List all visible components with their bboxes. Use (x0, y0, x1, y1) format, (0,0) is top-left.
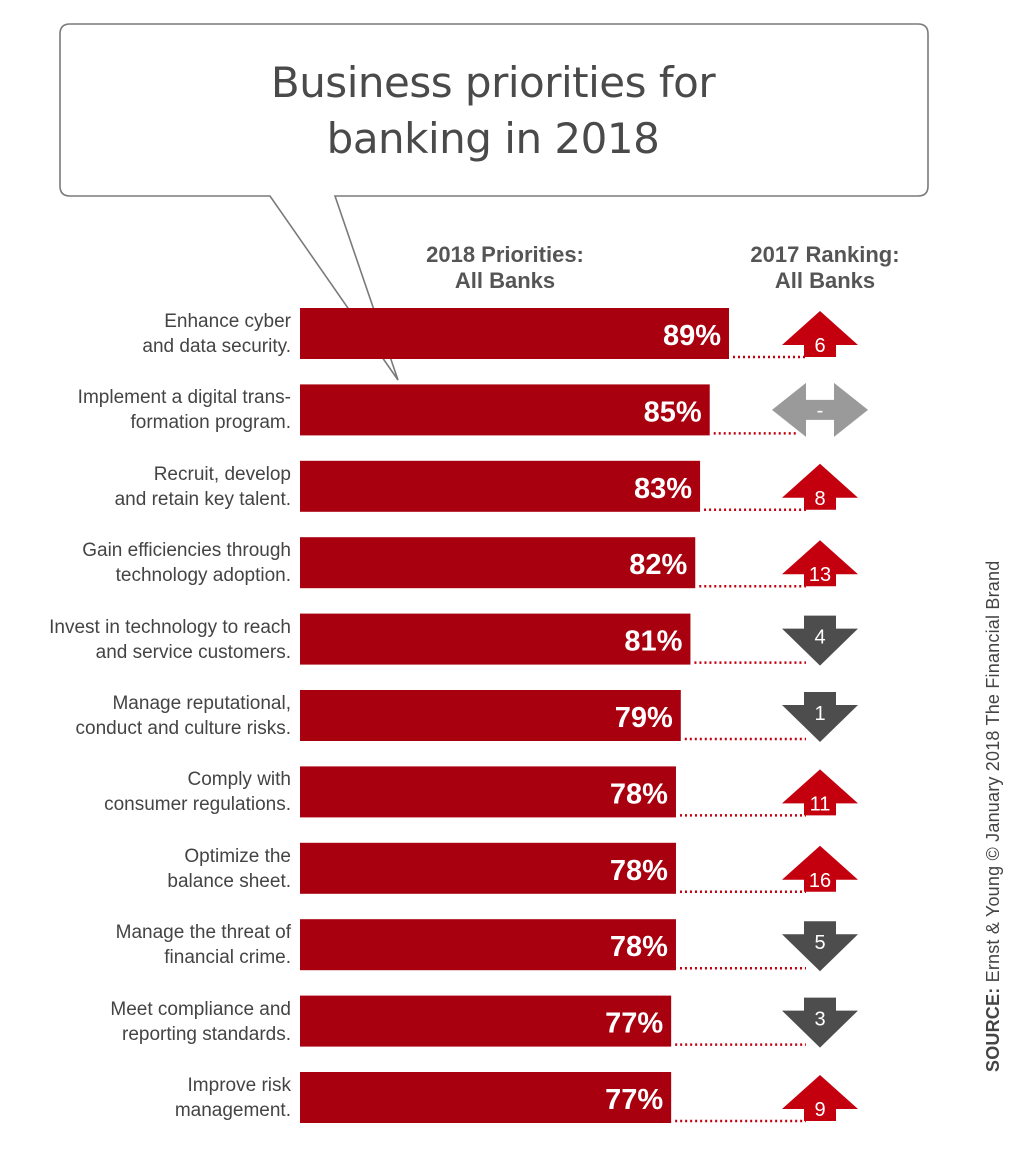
bar-value-label-2: 85% (644, 396, 702, 428)
source-label: SOURCE: (983, 987, 1003, 1072)
rank-2017-label-10: 3 (814, 1009, 825, 1031)
arrow-up-icon-3 (782, 463, 858, 510)
header-2018-line-1: 2018 Priorities: (426, 242, 584, 267)
title-line-1: Business priorities for (270, 58, 716, 107)
category-label-line-1: Manage the threat of (115, 922, 291, 944)
category-label-line-2: financial crime. (164, 947, 291, 969)
arrow-up-icon-7 (782, 769, 858, 816)
header-2018-line-2: All Banks (454, 268, 556, 293)
category-label-line-1: Optimize the (184, 845, 291, 867)
title-line-2: banking in 2018 (326, 114, 660, 163)
category-label-line-2: management. (174, 1100, 291, 1121)
category-label-line-2: conduct and culture risks. (75, 718, 291, 739)
arrow-up-icon-11 (782, 1075, 858, 1121)
category-label-5: Invest in technology to reach and service… (0, 615, 291, 665)
bars-layer: 89% 85% 83% 82% 81% 79% 78% 78% 78% 77% 77% (300, 308, 729, 1123)
bar-8 (300, 842, 676, 894)
category-label-6: Manage reputational, conduct and culture … (0, 691, 291, 741)
speech-bubble (59, 23, 929, 381)
header-2018-priorities: 2018 Priorities: All Banks (395, 242, 615, 294)
arrow-up-icon-1 (782, 311, 858, 357)
bar-value-label-6: 79% (615, 702, 673, 734)
arrow-down-icon-9 (782, 921, 858, 972)
chart-title: Business priorities for banking in 2018 (58, 26, 928, 196)
rank-2017-label-6: 1 (814, 703, 825, 725)
bar-2 (300, 384, 710, 436)
category-label-line-2: and retain key talent. (114, 488, 291, 510)
rank-2017-label-7: 11 (810, 793, 831, 815)
category-label-line-1: Enhance cyber (164, 311, 291, 332)
bar-value-label-8: 78% (610, 855, 668, 887)
category-label-line-1: Invest in technology to reach (49, 616, 291, 638)
bar-value-label-1: 89% (663, 320, 721, 352)
category-label-line-2: formation program. (130, 412, 291, 434)
bar-3 (300, 460, 701, 512)
bar-11 (300, 1072, 672, 1123)
category-label-1: Enhance cyber and data security. (0, 309, 291, 359)
arrow-both-icon-2 (772, 382, 868, 437)
source-note: SOURCE: Ernst & Young © January 2018 The… (983, 561, 1004, 1072)
bar-9 (300, 919, 676, 971)
category-label-line-1: Implement a digital trans- (77, 387, 291, 409)
category-label-line-2: technology adoption. (115, 565, 291, 587)
category-label-line-2: balance sheet. (167, 870, 291, 892)
category-label-2: Implement a digital trans-formation prog… (0, 385, 291, 435)
bar-10 (300, 995, 672, 1047)
bar-value-label-9: 78% (610, 931, 668, 963)
bar-6 (300, 690, 681, 741)
rank-2017-label-3: 8 (814, 488, 825, 510)
source-text: Ernst & Young © January 2018 The Financi… (983, 560, 1003, 988)
category-label-line-2: consumer regulations. (104, 794, 291, 816)
dots-layer (675, 355, 806, 1123)
arrow-up-icon-8 (782, 845, 858, 892)
category-label-8: Optimize the balance sheet. (0, 844, 291, 894)
bar-value-label-4: 82% (629, 549, 687, 581)
category-label-11: Improve risk management. (0, 1073, 291, 1123)
category-label-line-1: Gain efficiencies through (82, 540, 291, 562)
rank-2017-label-11: 9 (814, 1099, 825, 1121)
category-label-line-2: and service customers. (95, 641, 291, 663)
category-label-3: Recruit, develop and retain key talent. (0, 462, 291, 512)
rank-2017-label-5: 4 (814, 627, 825, 649)
category-label-line-1: Comply with (187, 769, 291, 791)
arrow-down-icon-10 (782, 997, 858, 1048)
category-label-line-1: Recruit, develop (153, 463, 291, 485)
header-2017-line-1: 2017 Ranking: (750, 242, 900, 267)
header-2017-ranking: 2017 Ranking: All Banks (720, 242, 930, 294)
category-label-line-1: Improve risk (187, 1075, 291, 1096)
header-2017-line-2: All Banks (774, 268, 876, 293)
category-label-line-1: Manage reputational, (112, 693, 291, 714)
bar-value-label-5: 81% (624, 626, 682, 658)
rank-2017-label-4: 13 (809, 564, 831, 586)
category-label-line-2: reporting standards. (122, 1023, 291, 1045)
bar-7 (300, 766, 676, 818)
bar-value-label-10: 77% (605, 1008, 663, 1040)
category-label-10: Meet compliance and reporting standards. (0, 997, 291, 1047)
rank-2017-label-8: 16 (809, 870, 831, 892)
rank-2017-label-2: - (817, 400, 824, 422)
bar-value-label-7: 78% (610, 778, 668, 810)
bar-value-label-3: 83% (634, 473, 692, 505)
arrow-down-icon-5 (782, 615, 858, 666)
bar-value-label-11: 77% (605, 1084, 663, 1116)
category-label-4: Gain efficiencies through technology adop… (0, 538, 291, 588)
bar-5 (300, 613, 691, 665)
category-label-9: Manage the threat of financial crime. (0, 920, 291, 970)
bar-1 (300, 308, 729, 359)
category-label-line-1: Meet compliance and (110, 998, 291, 1020)
category-label-7: Comply with consumer regulations. (0, 767, 291, 817)
rank-2017-label-1: 6 (814, 335, 825, 357)
rank-2017-label-9: 5 (814, 932, 825, 954)
category-label-line-2: and data security. (142, 336, 291, 357)
bar-4 (300, 537, 696, 589)
arrow-down-icon-6 (782, 692, 858, 742)
arrow-up-icon-4 (782, 540, 858, 587)
